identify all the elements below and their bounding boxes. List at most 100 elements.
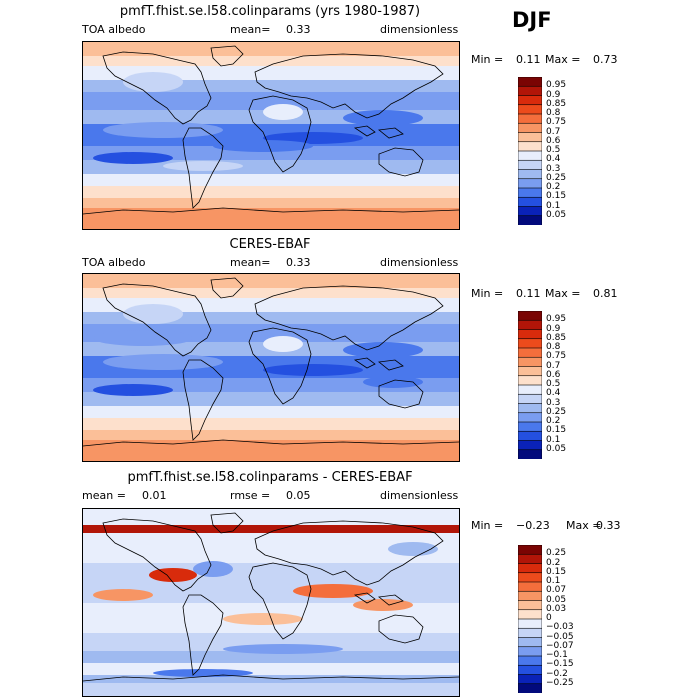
- colorbar-swatch: [517, 449, 543, 460]
- coastline: [248, 327, 312, 405]
- coastline: [378, 379, 424, 409]
- colorbar-swatch: [517, 440, 543, 451]
- panel-1-mean-value: 0.33: [286, 23, 311, 36]
- colorbar-tick-label: 0.4: [546, 388, 561, 399]
- colorbar-tick-label: 0.6: [546, 135, 561, 146]
- colorbar-swatch: [517, 544, 543, 555]
- coastline: [210, 277, 244, 299]
- colorbar-tick-label: 0.5: [546, 379, 561, 389]
- field-band: [83, 633, 459, 651]
- field-blob: [213, 140, 313, 152]
- colorbar-tick-label: 0.7: [546, 126, 561, 137]
- colorbar-swatch: [517, 206, 543, 217]
- colorbar-tick-label: −0.05: [546, 631, 574, 642]
- colorbar-tick-label: 0.2: [546, 557, 561, 568]
- field-blob: [293, 584, 373, 598]
- colorbar-swatch: [517, 169, 543, 180]
- field-blob: [93, 589, 153, 601]
- field-blob: [123, 72, 183, 92]
- coastline: [182, 359, 224, 441]
- colorbar-swatch: [517, 329, 543, 340]
- colorbar-tick-label: 0.85: [546, 98, 567, 109]
- field-band: [83, 92, 459, 110]
- panel-2-colorbar: [517, 310, 543, 460]
- colorbar-tick-label: −0.15: [546, 659, 574, 670]
- panel-2-min-label: Min =: [471, 287, 504, 300]
- colorbar-swatch: [517, 310, 543, 321]
- colorbar-swatch: [517, 430, 543, 442]
- coastline: [248, 562, 312, 640]
- panel-2-variable-label: TOA albedo: [82, 256, 146, 269]
- coastline: [248, 95, 312, 173]
- field-band: [83, 651, 459, 663]
- colorbar-swatch: [517, 403, 543, 414]
- field-blob: [193, 561, 233, 577]
- panel-3-max-label: Max =: [566, 519, 602, 532]
- colorbar-tick-label: 0.4: [546, 154, 561, 165]
- field-blob: [149, 568, 197, 582]
- field-blob: [123, 304, 183, 324]
- colorbar-tick-label: 0: [546, 613, 552, 623]
- colorbar-tick-label: 0.6: [546, 369, 561, 380]
- field-band: [83, 525, 459, 533]
- field-band: [83, 208, 459, 229]
- colorbar-swatch: [517, 150, 543, 161]
- field-band: [83, 418, 459, 430]
- colorbar-tick-label: 0.1: [546, 200, 561, 211]
- colorbar-swatch: [517, 113, 543, 124]
- field-blob: [363, 376, 423, 388]
- coastline: [83, 439, 459, 447]
- panel-3-colorbar: [517, 544, 543, 694]
- colorbar-tick-label: 0.07: [546, 585, 567, 596]
- field-blob: [263, 336, 303, 352]
- coastline: [102, 518, 212, 592]
- coastline: [102, 51, 212, 125]
- field-blob: [263, 104, 303, 120]
- colorbar-swatch: [517, 412, 543, 423]
- coastline: [378, 147, 424, 177]
- field-blob: [343, 342, 423, 358]
- colorbar-swatch: [517, 646, 543, 657]
- coastline: [182, 127, 224, 209]
- colorbar-tick-label: 0.2: [546, 416, 561, 426]
- field-band: [83, 683, 459, 696]
- colorbar-swatch: [517, 563, 543, 574]
- colorbar-swatch: [517, 196, 543, 208]
- colorbar-swatch: [517, 187, 543, 198]
- panel-2-mean-label: mean=: [230, 256, 271, 269]
- coastline: [83, 207, 459, 215]
- field-band: [83, 663, 459, 675]
- panel-3-min-label: Min =: [471, 519, 504, 532]
- colorbar-swatch: [517, 159, 543, 171]
- coastline: [353, 592, 404, 606]
- panel-1-max-value: 0.73: [593, 53, 618, 66]
- field-blob: [388, 542, 438, 556]
- colorbar-tick-label: 0.15: [546, 566, 567, 577]
- coastline: [102, 283, 212, 357]
- colorbar-swatch: [517, 319, 543, 331]
- field-band: [83, 56, 459, 66]
- colorbar-swatch: [517, 581, 543, 592]
- panel-2-units: dimensionless: [380, 256, 459, 269]
- colorbar-swatch: [517, 600, 543, 611]
- coastline: [210, 45, 244, 67]
- field-band: [83, 186, 459, 198]
- field-blob: [103, 354, 223, 370]
- colorbar-swatch: [517, 674, 543, 685]
- colorbar-swatch: [517, 347, 543, 358]
- colorbar-tick-label: 0.7: [546, 360, 561, 371]
- panel-2-max-label: Max =: [545, 287, 581, 300]
- panel-3-rmse-label: rmse =: [230, 489, 271, 502]
- colorbar-tick-label: 0.9: [546, 323, 561, 334]
- coastline: [254, 285, 444, 351]
- colorbar-swatch: [517, 572, 543, 583]
- panel-3-min-value: −0.23: [516, 519, 550, 532]
- panel-3-mean-label: mean =: [82, 489, 126, 502]
- colorbar-swatch: [517, 637, 543, 648]
- colorbar-tick-label: 0.1: [546, 576, 561, 586]
- colorbar-tick-label: 0.3: [546, 397, 561, 408]
- field-band: [83, 440, 459, 461]
- colorbar-swatch: [517, 141, 543, 152]
- colorbar-tick-label: 0.15: [546, 191, 567, 202]
- colorbar-swatch: [517, 421, 543, 432]
